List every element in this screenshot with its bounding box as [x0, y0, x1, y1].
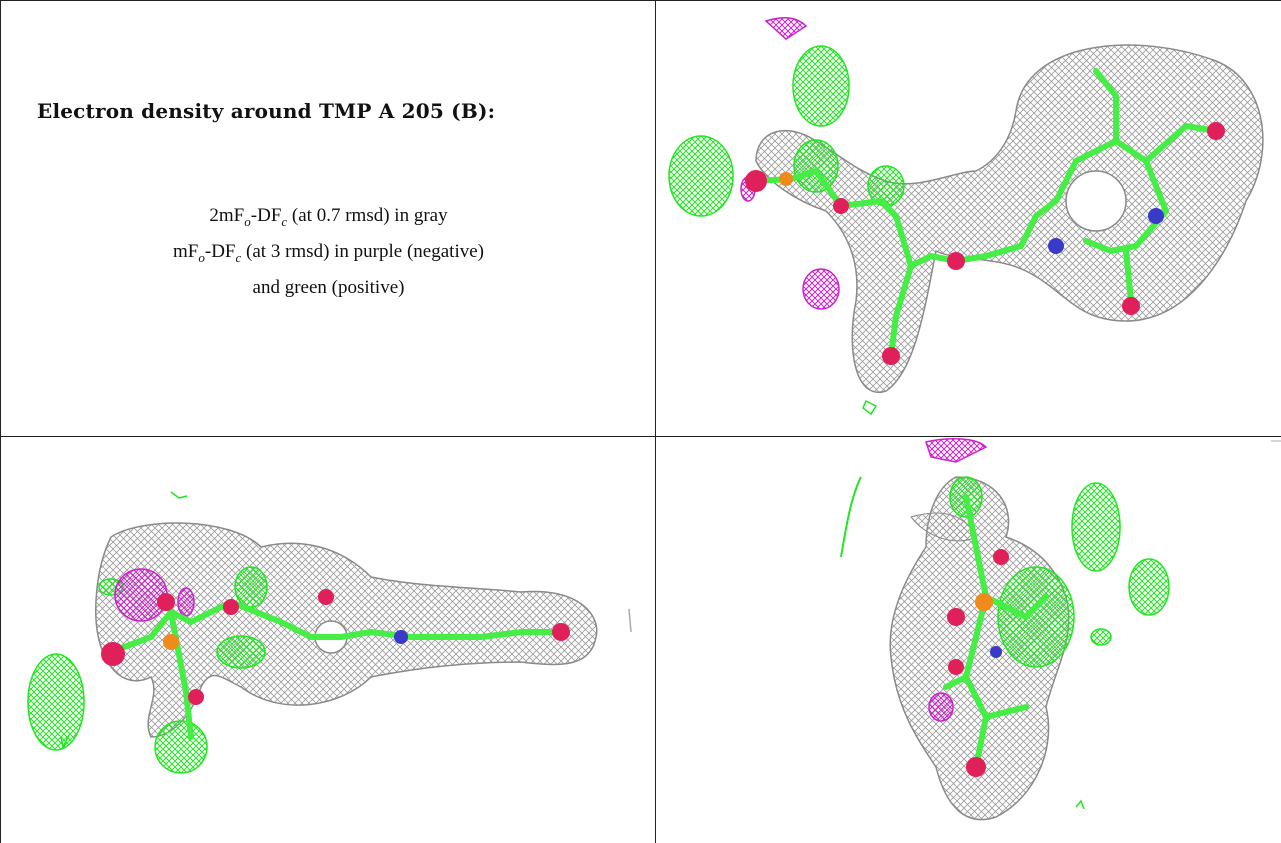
gray-mesh — [889, 476, 1070, 821]
caption-line-1: 2mFo-DFc (at 0.7 rmsd) in gray — [209, 205, 448, 229]
purple-negative-density — [114, 568, 195, 622]
figure-title: Electron density around TMP A 205 (B): — [37, 99, 496, 123]
tmp-ligand-model — [101, 589, 570, 740]
table-middle-border — [0, 436, 1281, 437]
purple-negative-density — [740, 16, 840, 310]
caption-line-3: and green (positive) — [252, 276, 405, 298]
table-top-border — [0, 0, 1281, 1]
green-positive-density — [840, 476, 1170, 810]
density-render-side — [27, 491, 632, 774]
green-positive-density — [27, 491, 268, 774]
green-positive-density — [668, 45, 905, 416]
figure-caption: 2mFo-DFc (at 0.7 rmsd) in gray mFo-DFc (… — [1, 201, 655, 303]
density-panel-end-on — [656, 437, 1281, 843]
density-panel-side — [1, 437, 655, 843]
tmp-ligand-model — [745, 68, 1225, 365]
table-left-border — [0, 0, 1, 843]
caption-line-2: mFo-DFc (at 3 rmsd) in purple (negative) — [173, 240, 484, 265]
density-render-front — [668, 16, 1264, 416]
table-center-divider — [655, 0, 656, 843]
caption-cell: Electron density around TMP A 205 (B): 2… — [1, 1, 655, 436]
purple-negative-density — [925, 437, 988, 722]
tmp-ligand-model — [943, 494, 1049, 777]
density-render-end-on — [840, 437, 1281, 821]
density-panel-front — [656, 1, 1281, 436]
